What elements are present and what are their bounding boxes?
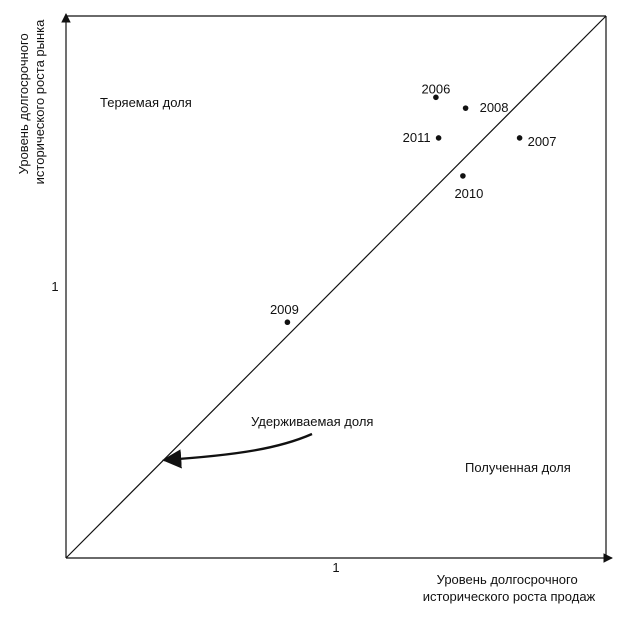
point-label-2007: 2007	[528, 134, 557, 149]
x-axis-label-line-2: исторического роста продаж	[423, 589, 596, 604]
point-2010	[460, 173, 466, 179]
point-label-2008: 2008	[480, 100, 509, 115]
x-tick-label: 1	[332, 560, 339, 575]
point-label-2009: 2009	[270, 302, 299, 317]
y-axis-label-line-1: Уровень долгосрочного	[16, 33, 31, 174]
data-points: 2006 2008 2011 2007 2010 2009	[270, 81, 557, 326]
region-losing-label: Теряемая доля	[100, 95, 192, 110]
region-gaining-label: Полученная доля	[465, 460, 571, 475]
point-2008	[462, 105, 469, 111]
point-2009	[284, 319, 291, 326]
point-label-2006: 2006	[421, 81, 450, 96]
point-label-2011: 2011	[403, 130, 431, 145]
point-2011	[435, 135, 442, 141]
x-axis-label-line-1: Уровень долгосрочного	[437, 572, 578, 587]
holding-arrow	[162, 432, 313, 469]
region-holding-label: Удерживаемая доля	[251, 414, 373, 429]
y-axis-label: Уровень долгосрочного исторического рост…	[16, 19, 47, 184]
point-label-2010: 2010	[454, 186, 483, 201]
y-tick-label: 1	[51, 279, 58, 294]
point-2006	[433, 94, 439, 101]
diagonal-line	[65, 15, 607, 559]
x-axis-label: Уровень долгосрочного исторического рост…	[423, 572, 596, 604]
point-2007	[516, 135, 523, 141]
y-axis-label-line-2: исторического роста рынка	[32, 19, 47, 184]
